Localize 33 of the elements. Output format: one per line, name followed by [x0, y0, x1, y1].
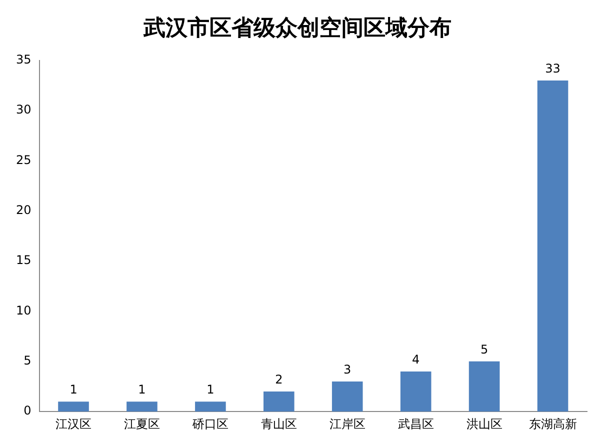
y-tick-label: 10	[16, 303, 32, 318]
x-tick-label: 硚口区	[191, 416, 228, 431]
bar	[332, 381, 363, 412]
x-tick-label: 江汉区	[56, 416, 92, 431]
y-tick-label: 5	[24, 354, 32, 368]
data-label: 33	[545, 62, 560, 76]
y-tick-label: 0	[24, 404, 32, 418]
x-tick-label: 青山区	[260, 416, 297, 431]
y-tick-label: 20	[16, 203, 32, 218]
bar	[195, 402, 226, 412]
data-label: 3	[344, 362, 352, 377]
bar	[58, 402, 89, 412]
x-tick-label: 武昌区	[398, 416, 434, 431]
bar	[263, 392, 294, 412]
data-label: 1	[70, 382, 78, 397]
data-label: 1	[138, 382, 146, 397]
bar	[468, 361, 500, 412]
chart-title: 武汉市区省级众创空间区域分布	[142, 14, 452, 41]
y-tick-label: 35	[16, 52, 32, 67]
y-tick-label: 30	[16, 102, 32, 117]
data-label: 4	[412, 352, 420, 367]
data-label: 5	[480, 342, 488, 357]
bar	[126, 402, 158, 412]
bar	[400, 371, 432, 412]
x-tick-label: 洪山区	[466, 416, 502, 431]
data-label: 1	[206, 382, 214, 397]
y-tick-label: 15	[16, 253, 32, 268]
x-tick-label: 江夏区	[124, 416, 160, 431]
x-tick-label: 江岸区	[329, 416, 366, 431]
x-tick-label: 东湖高新	[528, 416, 577, 431]
y-tick-label: 25	[16, 152, 32, 167]
data-label: 2	[275, 372, 283, 387]
bar	[537, 80, 568, 412]
